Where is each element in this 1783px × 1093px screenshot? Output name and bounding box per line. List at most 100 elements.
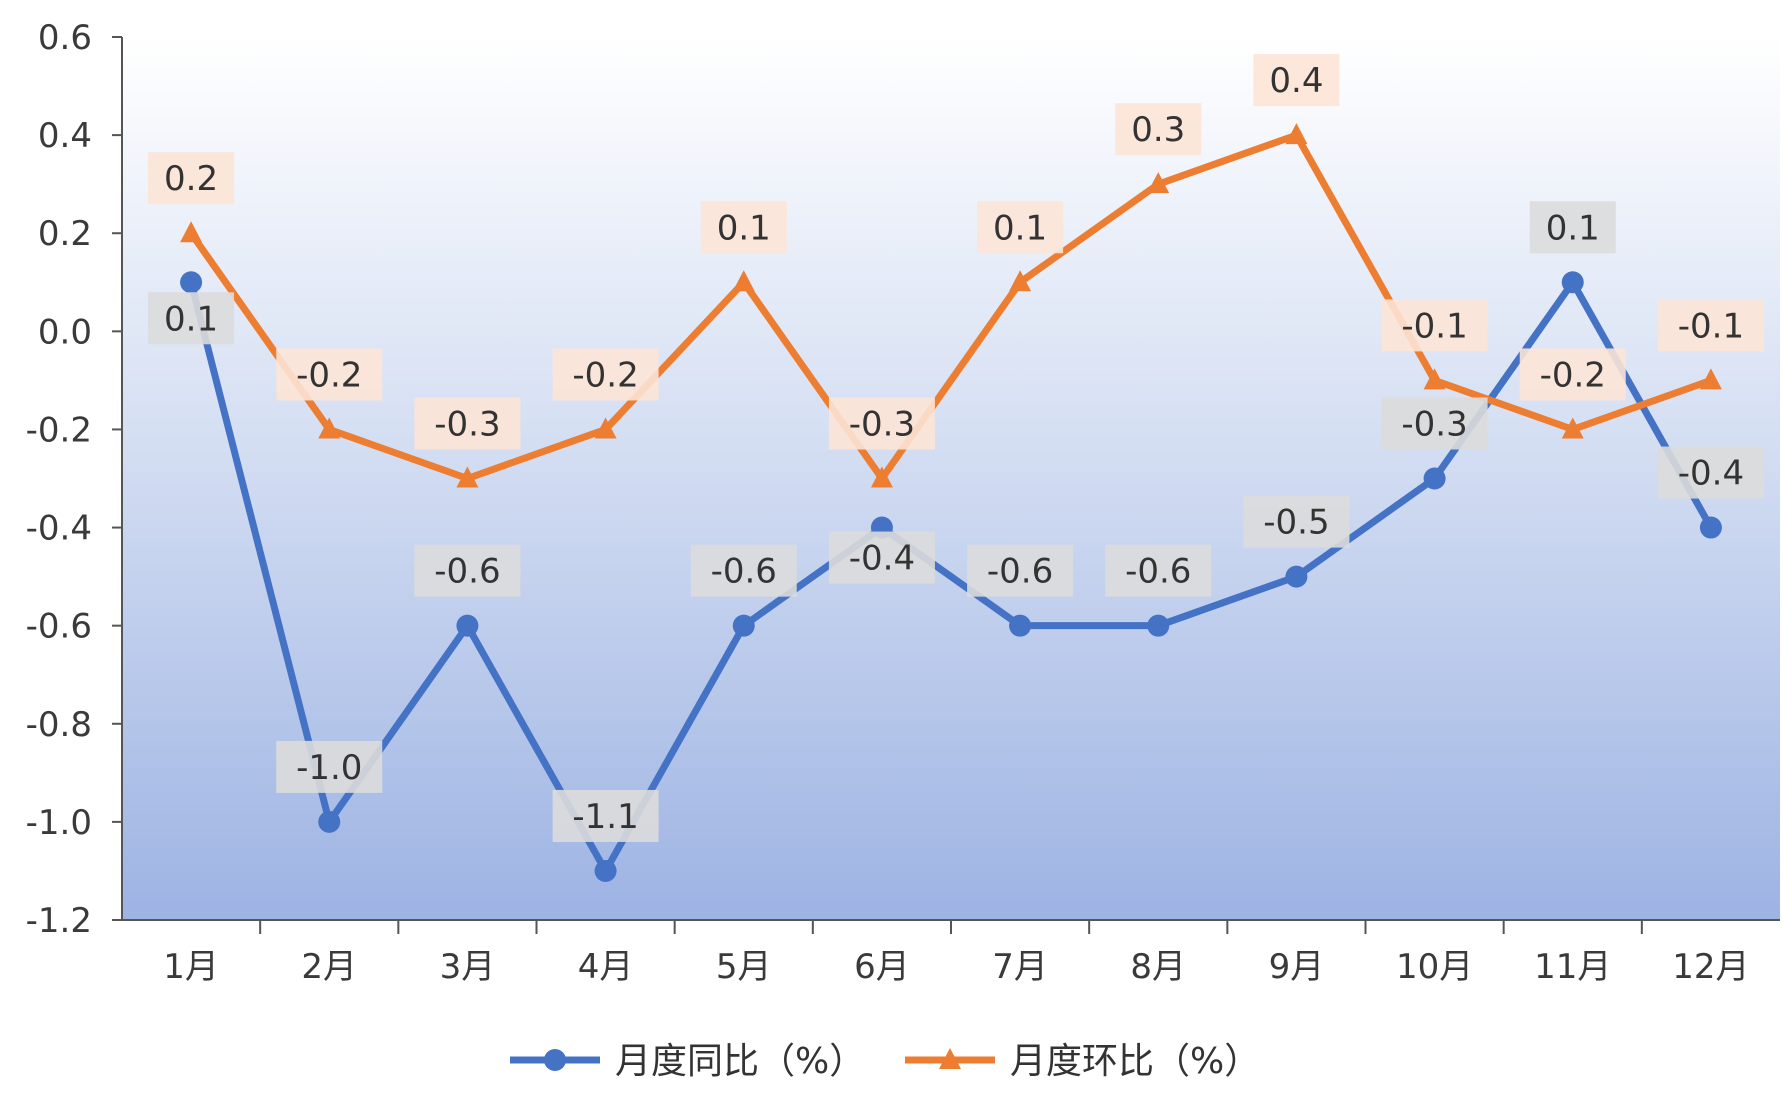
x-tick-label: 8月 (1130, 947, 1186, 987)
series-1-data-label: -0.5 (1263, 503, 1329, 543)
series-1-point (1423, 467, 1446, 490)
data-label-bg (276, 740, 383, 793)
data-label-bg (1657, 446, 1764, 499)
series-2-point (1285, 123, 1308, 145)
series-line-2 (187, 131, 1715, 482)
series-1-point (1561, 271, 1584, 294)
y-tick-label: 0.2 (38, 214, 92, 254)
series-1-data-label: 0.1 (1546, 208, 1600, 248)
x-tick-label: 12月 (1672, 947, 1749, 987)
data-label-bg (1519, 348, 1626, 401)
series-1-data-label: -0.6 (1125, 552, 1191, 592)
series-2-data-label: 0.3 (1131, 110, 1185, 150)
x-tick-label: 7月 (992, 947, 1048, 987)
series-1-data-label: -0.6 (711, 552, 777, 592)
data-label-bg (1657, 299, 1764, 352)
data-label-bg (1115, 103, 1202, 156)
data-label-bg (148, 152, 235, 205)
y-tick-label: 0.6 (38, 18, 92, 58)
series-2-data-label: -0.2 (572, 355, 638, 395)
series-1-data-label: -0.6 (434, 552, 500, 592)
x-tick-label: 11月 (1534, 947, 1611, 987)
series-2-point (870, 466, 893, 488)
legend-label: 月度同比（%） (615, 1041, 865, 1082)
legend-marker-circle (544, 1049, 566, 1071)
series-2-point (1561, 417, 1584, 439)
y-tick-label: -0.6 (26, 607, 92, 647)
series-2-data-label: -0.1 (1678, 306, 1744, 346)
series-1-point (180, 271, 203, 294)
legend-marker-triangle (939, 1048, 961, 1069)
data-label-bg (148, 292, 235, 345)
series-1-point (732, 614, 755, 637)
x-tick-label: 10月 (1396, 947, 1473, 987)
data-label-bg (828, 397, 935, 450)
series-2-point (1699, 368, 1722, 390)
data-label-bg (828, 531, 935, 584)
series-1-point (1009, 614, 1032, 637)
series-2-data-label: 0.2 (164, 159, 218, 199)
x-tick-label: 9月 (1269, 947, 1325, 987)
series-1-point (594, 859, 617, 882)
series-1-data-label: -0.4 (849, 539, 915, 579)
series-1-point (1285, 565, 1308, 588)
x-tick-label: 1月 (163, 947, 219, 987)
series-2-point (1147, 172, 1170, 194)
x-tick-label: 2月 (301, 947, 357, 987)
series-2-data-label: -0.3 (849, 405, 915, 445)
series-2-data-label: -0.2 (1540, 355, 1606, 395)
plot-area (122, 37, 1780, 920)
x-tick-label: 4月 (578, 947, 634, 987)
y-tick-label: 0.0 (38, 312, 92, 352)
series-1-data-label: -1.1 (572, 797, 638, 837)
y-tick-label: -1.2 (26, 901, 92, 941)
y-tick-label: 0.4 (38, 116, 92, 156)
series-1-point (1699, 516, 1722, 539)
series-2-data-label: 0.1 (717, 208, 771, 248)
y-tick-label: -0.2 (26, 410, 92, 450)
series-2-point (1009, 270, 1032, 292)
data-label-bg (967, 544, 1074, 597)
data-label-bg (276, 348, 383, 401)
series-1-point (456, 614, 479, 637)
legend-label: 月度环比（%） (1010, 1041, 1260, 1082)
y-tick-label: -0.8 (26, 705, 92, 745)
data-label-bg (1529, 201, 1616, 254)
series-1-data-label: -0.3 (1401, 405, 1467, 445)
data-label-bg (700, 201, 787, 254)
series-2-data-label: -0.2 (296, 355, 362, 395)
data-label-bg (552, 789, 659, 842)
data-label-bg (690, 544, 797, 597)
series-2-data-label: 0.4 (1269, 61, 1323, 101)
series-2-point (732, 270, 755, 292)
axes: 0.6 0.4 0.2 0.0 -0.2 -0.4 -0.6 -0.8 -1.0 -1.2 1月 2月… (26, 18, 1780, 987)
series-1-data-label: -0.6 (987, 552, 1053, 592)
data-labels-layer: 0.2 -0.2 -0.3 -0.2 0.1 -0.3 0.1 0.3 0.4 -0.1 -0.2 -… (148, 54, 1764, 842)
y-tick-label: -1.0 (26, 803, 92, 843)
data-label-bg (1105, 544, 1212, 597)
y-tick-label: -0.4 (26, 509, 92, 549)
x-tick-label: 5月 (716, 947, 772, 987)
series-1-data-label: -0.4 (1678, 454, 1744, 494)
data-label-bg (552, 348, 659, 401)
series-1-data-label: 0.1 (164, 299, 218, 339)
x-tick-label: 3月 (440, 947, 496, 987)
data-label-bg (1253, 54, 1340, 107)
series-1-data-label: -1.0 (296, 748, 362, 788)
series-2-data-label: 0.1 (993, 208, 1047, 248)
series-2-point (318, 417, 341, 439)
data-label-bg (1381, 397, 1488, 450)
series-2-point (594, 417, 617, 439)
series-2-point (180, 221, 203, 243)
legend: 月度同比（%） 月度环比（%） (510, 1041, 1260, 1082)
series-2-data-label: -0.3 (434, 405, 500, 445)
data-label-bg (1243, 495, 1350, 548)
data-label-bg (977, 201, 1064, 254)
series-1-point (318, 810, 341, 833)
data-label-bg (414, 397, 521, 450)
series-2-point (456, 466, 479, 488)
series-2-point (1423, 368, 1446, 390)
data-label-bg (1381, 299, 1488, 352)
